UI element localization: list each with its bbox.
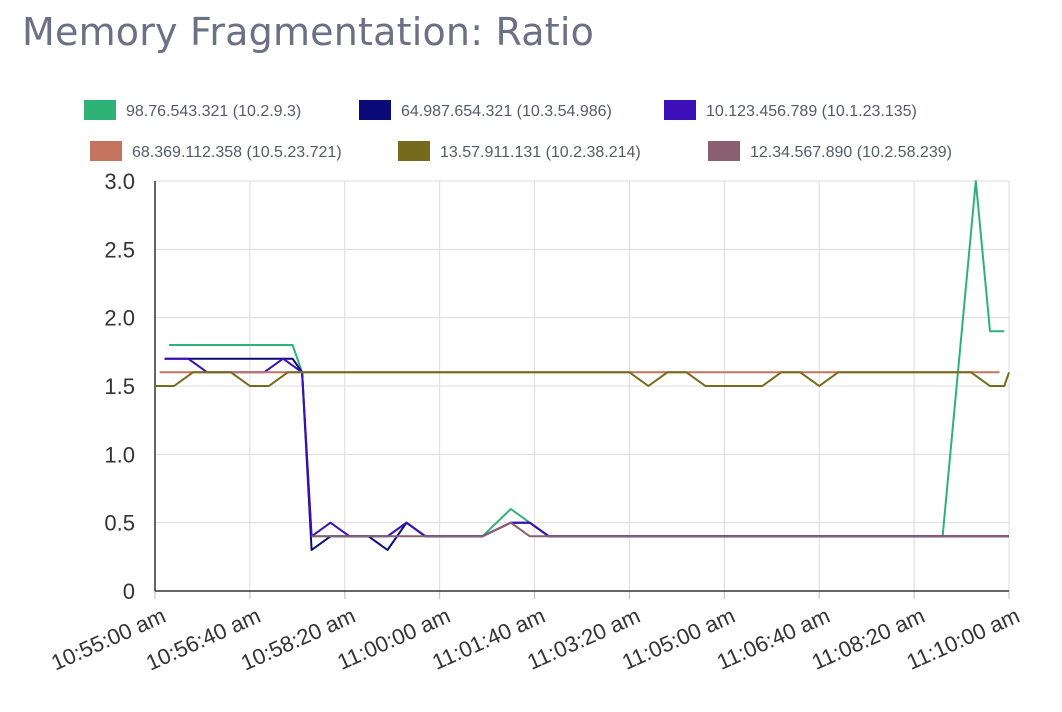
legend-swatch [398, 141, 430, 161]
legend-item-1[interactable]: 98.76.543.321 (10.2.9.3) [84, 100, 301, 120]
legend-label: 12.34.567.890 (10.2.58.239) [750, 144, 952, 161]
legend-item-5[interactable]: 13.57.911.131 (10.2.38.214) [398, 141, 641, 161]
legend-swatch [664, 100, 696, 120]
legend-label: 13.57.911.131 (10.2.38.214) [440, 144, 641, 161]
series-line-5 [155, 371, 1010, 387]
y-tick-label: 1.5 [104, 374, 135, 399]
legend-label: 64.987.654.321 (10.3.54.986) [401, 103, 612, 120]
y-tick-label: 3.0 [104, 169, 135, 194]
legend-swatch [90, 141, 122, 161]
legend-swatch [359, 100, 391, 120]
legend-swatch [84, 100, 116, 120]
y-tick-label: 1.0 [104, 442, 135, 467]
y-tick-label: 2.5 [104, 237, 135, 262]
legend-label: 68.369.112.358 (10.5.23.721) [132, 144, 342, 161]
legend-swatch [708, 141, 740, 161]
y-tick-label: 0.5 [104, 511, 135, 536]
chart-grid [154, 180, 1010, 592]
series-line-6 [311, 521, 1009, 538]
series-line-1 [169, 180, 1005, 538]
chart-series [155, 180, 1010, 551]
legend-item-3[interactable]: 10.123.456.789 (10.1.23.135) [664, 100, 917, 120]
legend-item-2[interactable]: 64.987.654.321 (10.3.54.986) [359, 100, 612, 120]
y-axis: 0 0.5 1.0 1.5 2.0 2.5 3.0 [104, 169, 156, 604]
y-tick-label: 2.0 [104, 306, 135, 331]
legend-label: 10.123.456.789 (10.1.23.135) [706, 103, 917, 120]
legend-label: 98.76.543.321 (10.2.9.3) [126, 103, 301, 120]
legend-item-6[interactable]: 12.34.567.890 (10.2.58.239) [708, 141, 952, 161]
y-tick-label: 0 [123, 579, 135, 604]
series-line-3 [164, 357, 1009, 538]
chart-legend: 98.76.543.321 (10.2.9.3) 64.987.654.321 (… [84, 100, 952, 161]
chart-title: Memory Fragmentation: Ratio [22, 10, 595, 54]
legend-item-4[interactable]: 68.369.112.358 (10.5.23.721) [90, 141, 342, 161]
